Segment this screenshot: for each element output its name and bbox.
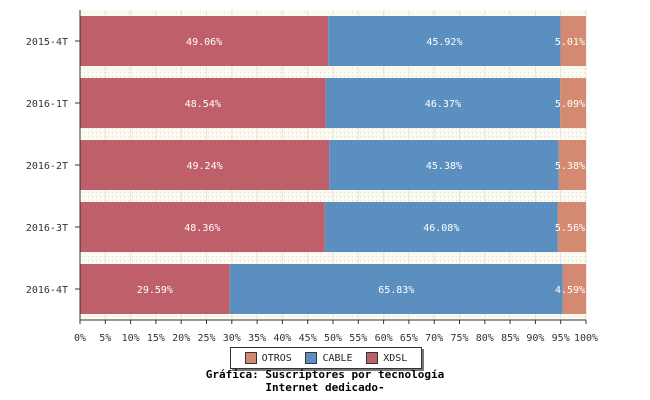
x-tick-label: 55% <box>349 333 367 344</box>
x-tick-label: 65% <box>400 333 418 344</box>
data-label: 5.38% <box>555 161 585 172</box>
legend-label-xdsl: XDSL <box>383 352 408 364</box>
bar-otros-2016-3T <box>557 202 586 252</box>
x-tick-label: 85% <box>501 333 519 344</box>
bar-otros-2016-2T <box>558 140 586 190</box>
data-label: 5.56% <box>555 223 585 234</box>
data-label: 65.83% <box>378 285 414 296</box>
legend-item-otros: OTROS <box>244 352 292 364</box>
x-tick-label: 80% <box>476 333 494 344</box>
bar-xdsl-2016-2T <box>80 140 330 190</box>
bar-otros-2016-4T <box>562 264 587 314</box>
data-label: 45.38% <box>426 161 462 172</box>
data-label: 49.24% <box>187 161 223 172</box>
category-label: 2015-4T <box>26 37 68 48</box>
bar-otros-2016-1T <box>560 78 586 128</box>
legend-label-cable: CABLE <box>322 352 353 364</box>
x-tick-label: 40% <box>273 333 291 344</box>
x-tick-label: 0% <box>74 333 86 344</box>
x-tick-label: 35% <box>248 333 266 344</box>
x-tick-label: 30% <box>223 333 241 344</box>
chart-legend: OTROS CABLE XDSL <box>230 347 422 369</box>
bar-xdsl-2016-4T <box>80 264 230 314</box>
data-label: 46.37% <box>425 99 461 110</box>
bar-xdsl-2016-1T <box>80 78 326 128</box>
x-tick-label: 75% <box>450 333 468 344</box>
x-tick-label: 95% <box>552 333 570 344</box>
x-tick-label: 50% <box>324 333 342 344</box>
bar-cable-2016-3T <box>324 202 558 252</box>
category-label: 2016-4T <box>26 285 68 296</box>
category-label: 2016-2T <box>26 161 68 172</box>
category-label: 2016-3T <box>26 223 68 234</box>
data-label: 45.92% <box>426 37 462 48</box>
bar-cable-2016-1T <box>325 78 561 128</box>
x-tick-label: 15% <box>147 333 165 344</box>
x-tick-label: 25% <box>197 333 215 344</box>
x-tick-label: 70% <box>425 333 443 344</box>
data-label: 5.01% <box>555 37 585 48</box>
data-label: 5.09% <box>555 99 585 110</box>
x-tick-label: 5% <box>99 333 111 344</box>
data-label: 29.59% <box>137 285 173 296</box>
x-tick-label: 100% <box>574 333 598 344</box>
legend-item-cable: CABLE <box>305 352 353 364</box>
bar-xdsl-2016-3T <box>80 202 325 252</box>
chart-caption-line1: Gráfica: Suscriptores por tecnología <box>205 368 445 381</box>
bar-cable-2016-4T <box>229 264 563 314</box>
category-label: 2016-1T <box>26 99 68 110</box>
bar-xdsl-2015-4T <box>80 16 329 66</box>
legend-swatch-otros <box>244 352 257 364</box>
x-tick-label: 20% <box>172 333 190 344</box>
legend-label-otros: OTROS <box>261 352 292 364</box>
data-label: 48.36% <box>184 223 220 234</box>
x-tick-label: 10% <box>122 333 140 344</box>
x-tick-label: 90% <box>526 333 544 344</box>
data-label: 48.54% <box>185 99 221 110</box>
chart-caption-line2: Internet dedicado- <box>265 381 385 394</box>
data-label: 46.08% <box>423 223 459 234</box>
data-label: 49.06% <box>186 37 222 48</box>
data-label: 4.59% <box>555 285 585 296</box>
legend-swatch-xdsl <box>366 352 379 364</box>
bar-cable-2015-4T <box>328 16 561 66</box>
bar-otros-2015-4T <box>560 16 586 66</box>
x-tick-label: 60% <box>375 333 393 344</box>
legend-item-xdsl: XDSL <box>366 352 407 364</box>
legend-swatch-cable <box>305 352 318 364</box>
x-tick-label: 45% <box>299 333 317 344</box>
bar-cable-2016-2T <box>329 140 559 190</box>
